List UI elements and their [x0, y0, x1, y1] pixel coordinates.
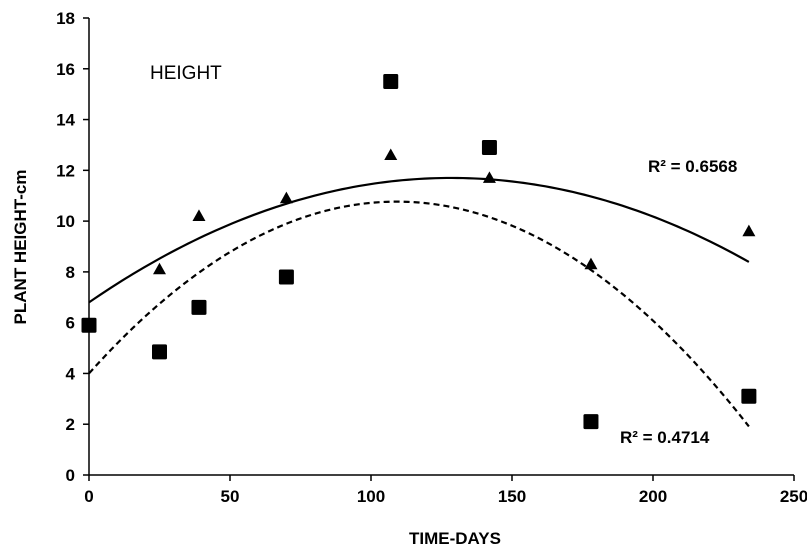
- x-axis-ticks: 0 50 100 150 200 250: [84, 475, 807, 506]
- y-tick-label: 18: [56, 9, 75, 28]
- triangle-marker: [482, 171, 496, 183]
- square-marker: [152, 344, 167, 360]
- square-marker: [481, 139, 497, 155]
- x-tick-label: 250: [780, 487, 807, 506]
- y-tick-label: 16: [56, 60, 75, 79]
- x-tick-label: 100: [357, 487, 385, 506]
- data-markers: [81, 73, 757, 430]
- square-marker: [383, 73, 399, 89]
- square-marker: [583, 414, 599, 430]
- trendlines: [88, 176, 750, 428]
- triangle-marker: [192, 209, 206, 221]
- y-tick-label: 4: [66, 364, 76, 383]
- triangle-marker: [153, 262, 166, 275]
- square-marker: [741, 388, 757, 404]
- y-tick-label: 0: [66, 466, 75, 485]
- x-tick-label: 150: [498, 487, 526, 506]
- x-tick-label: 50: [221, 487, 240, 506]
- x-tick-label: 200: [639, 487, 667, 506]
- r2-label-triangle-series: R² = 0.6568: [648, 157, 737, 176]
- y-tick-label: 6: [66, 314, 75, 333]
- y-tick-label: 10: [56, 212, 75, 231]
- plot-area: [89, 18, 794, 475]
- triangle-marker: [279, 191, 293, 204]
- triangle-marker: [384, 148, 398, 161]
- square-marker: [278, 269, 294, 285]
- y-axis-ticks: 0 2 4 6 8 10 12 14 16 18: [56, 9, 89, 485]
- y-tick-label: 14: [56, 111, 75, 130]
- trendline-solid: [88, 176, 750, 304]
- x-tick-label: 0: [84, 487, 93, 506]
- y-tick-label: 12: [56, 161, 75, 180]
- triangle-marker: [584, 257, 598, 270]
- trendline-dashed: [88, 200, 750, 428]
- square-marker: [191, 299, 207, 315]
- x-axis-title: TIME-DAYS: [409, 529, 501, 548]
- square-marker: [81, 317, 97, 333]
- y-axis-title: PLANT HEIGHT-cm: [11, 170, 30, 325]
- r2-label-square-series: R² = 0.4714: [620, 428, 710, 447]
- triangle-marker: [742, 224, 756, 237]
- y-tick-label: 2: [66, 415, 75, 434]
- y-tick-label: 8: [66, 263, 75, 282]
- chart-title: HEIGHT: [150, 63, 222, 84]
